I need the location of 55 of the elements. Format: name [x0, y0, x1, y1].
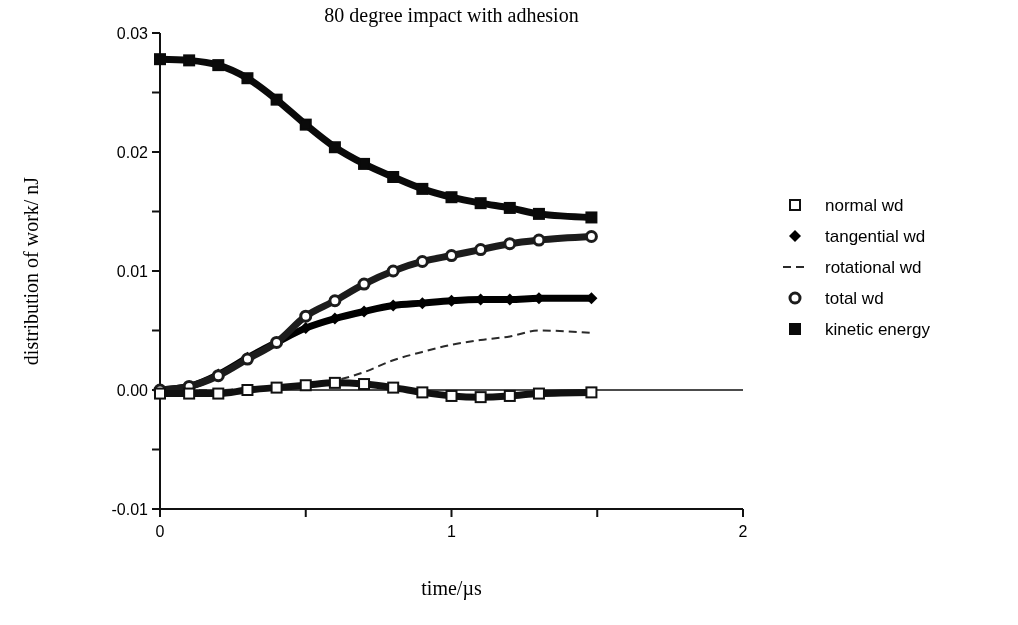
legend-label: tangential wd	[825, 226, 926, 246]
point	[212, 387, 225, 400]
point	[503, 201, 516, 214]
point	[474, 391, 487, 404]
point	[415, 254, 429, 268]
point	[387, 381, 400, 394]
point	[299, 379, 312, 392]
point	[270, 381, 283, 394]
point	[328, 376, 341, 389]
point	[416, 182, 429, 195]
point	[212, 59, 225, 72]
x-tick-label: 2	[738, 523, 748, 540]
legend-label: normal wd	[825, 195, 904, 215]
point	[241, 384, 254, 396]
legend-label: rotational wd	[825, 257, 922, 277]
point	[416, 386, 429, 399]
point	[183, 387, 196, 400]
point	[503, 389, 516, 402]
legend-label: total wd	[825, 288, 884, 308]
point	[532, 207, 545, 220]
point	[532, 387, 545, 400]
point	[299, 118, 312, 131]
y-axis-title: distribution of work/ nJ	[20, 176, 42, 366]
x-tick-label: 0	[155, 523, 165, 540]
point	[299, 309, 313, 323]
x-axis-title: time/µs	[421, 577, 482, 600]
point	[241, 72, 254, 85]
point	[532, 233, 546, 247]
point	[358, 378, 371, 391]
y-tick-label: -0.01	[111, 500, 149, 518]
point	[584, 229, 598, 243]
point	[328, 141, 341, 154]
point	[183, 54, 196, 67]
y-tick-label: 0.02	[116, 143, 149, 161]
point	[387, 170, 400, 183]
legend-label: kinetic energy	[825, 319, 931, 339]
point	[445, 191, 458, 204]
point	[357, 277, 371, 291]
point	[503, 237, 517, 251]
point	[585, 386, 598, 399]
point	[154, 53, 166, 66]
point	[474, 197, 487, 210]
text: 0.00	[116, 381, 148, 399]
y-tick-label: 0.01	[116, 262, 149, 280]
point	[270, 93, 283, 106]
point	[474, 243, 488, 257]
chart-title: 80 degree impact with adhesion	[324, 4, 579, 27]
point	[585, 211, 598, 224]
y-tick-label: 0.03	[116, 24, 149, 42]
point	[386, 264, 400, 278]
point	[445, 389, 458, 402]
point	[328, 294, 342, 308]
x-tick-label: 1	[447, 523, 457, 540]
point	[358, 157, 371, 170]
point	[445, 249, 458, 263]
